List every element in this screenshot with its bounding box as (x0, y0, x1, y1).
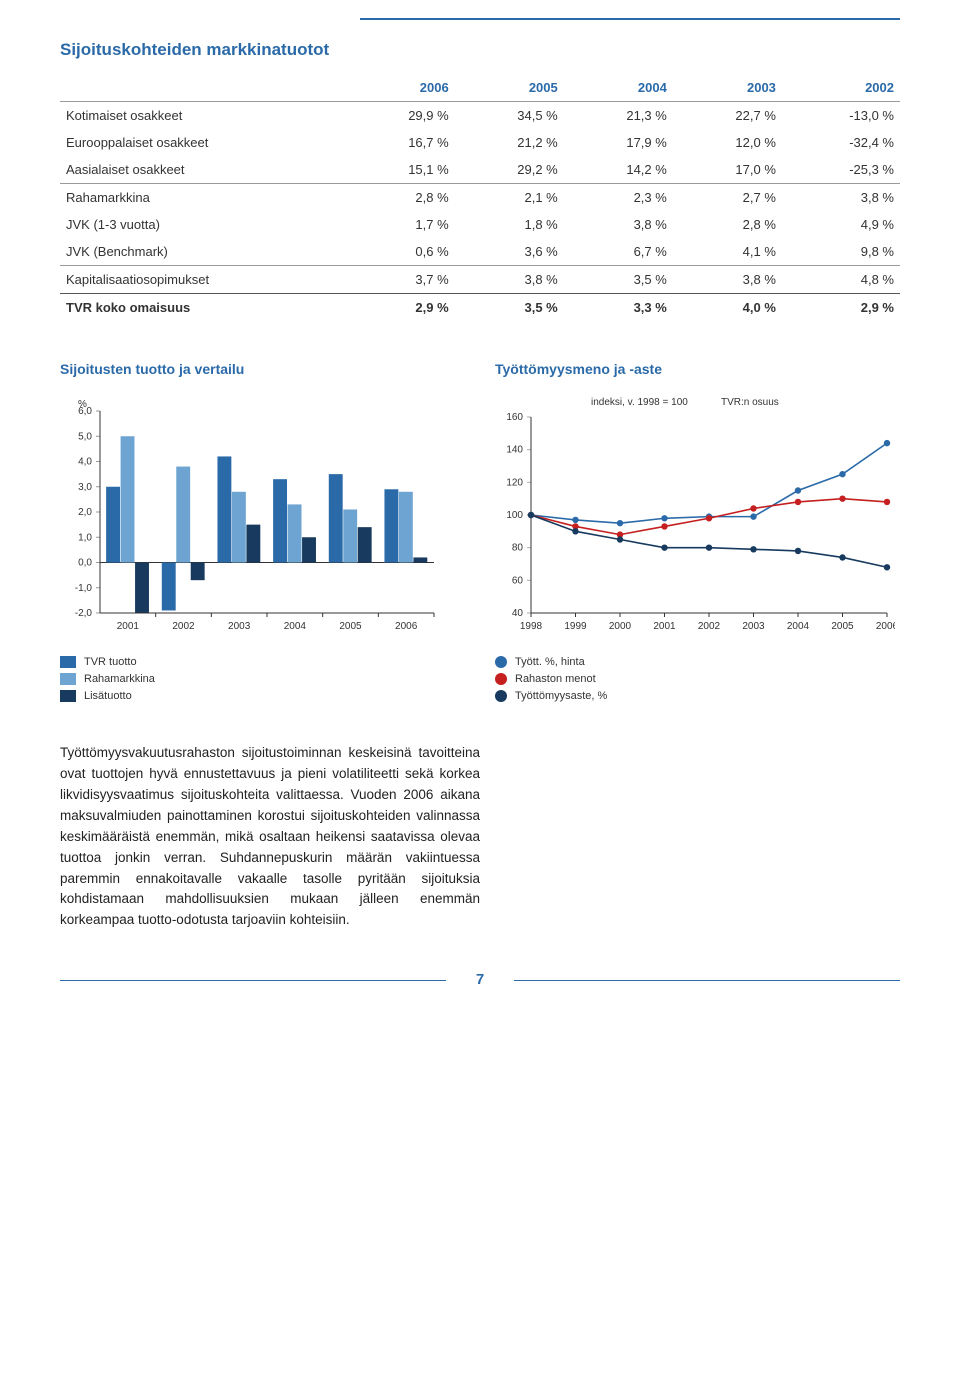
legend-item: Työttömyysaste, % (495, 690, 900, 702)
svg-text:indeksi, v. 1998 = 100: indeksi, v. 1998 = 100 (591, 397, 688, 408)
bar-chart-container: Sijoitusten tuotto ja vertailu %6,05,04,… (60, 361, 465, 707)
table-row: Aasialaiset osakkeet15,1 %29,2 %14,2 %17… (60, 156, 900, 184)
svg-text:120: 120 (506, 477, 523, 488)
table-row: Kapitalisaatiosopimukset3,7 %3,8 %3,5 %3… (60, 266, 900, 294)
svg-text:2002: 2002 (698, 621, 721, 632)
legend-item: Rahamarkkina (60, 673, 465, 685)
line-chart-title: Työttömyysmeno ja -aste (495, 361, 900, 377)
line-chart-container: Työttömyysmeno ja -aste indeksi, v. 1998… (495, 361, 900, 707)
svg-text:80: 80 (512, 543, 524, 554)
svg-text:2,0: 2,0 (78, 507, 92, 518)
svg-text:TVR:n osuus: TVR:n osuus (721, 397, 779, 408)
line-chart: indeksi, v. 1998 = 100 TVR:n osuus 160 140 1… (495, 393, 895, 643)
line-legend: Tyött. %, hinta Rahaston menot Työttömyysa… (495, 656, 900, 702)
svg-text:2000: 2000 (609, 621, 632, 632)
year-col: 2004 (564, 74, 673, 102)
page-number: 7 (464, 971, 496, 988)
svg-text:2001: 2001 (117, 621, 140, 632)
year-col: 2006 (346, 74, 455, 102)
table-row: JVK (Benchmark)0,6 %3,6 %6,7 %4,1 %9,8 % (60, 238, 900, 266)
svg-text:2002: 2002 (172, 621, 195, 632)
bar-chart-title: Sijoitusten tuotto ja vertailu (60, 361, 465, 377)
svg-text:40: 40 (512, 608, 524, 619)
year-col: 2003 (673, 74, 782, 102)
svg-text:100: 100 (506, 510, 523, 521)
svg-text:2006: 2006 (395, 621, 418, 632)
svg-text:2003: 2003 (228, 621, 251, 632)
svg-text:2005: 2005 (831, 621, 854, 632)
table-row: Kotimaiset osakkeet29,9 %34,5 %21,3 %22,… (60, 102, 900, 130)
legend-item: Tyött. %, hinta (495, 656, 900, 668)
table-title: Sijoituskohteiden markkinatuotot (60, 40, 900, 60)
svg-text:4,0: 4,0 (78, 457, 92, 468)
body-paragraph: Työttömyysvakuutusrahaston sijoitustoimi… (60, 743, 480, 931)
header-accent-line (360, 18, 900, 20)
svg-text:6,0: 6,0 (78, 406, 92, 417)
bar-chart: %6,05,04,03,02,01,00,0-1,0-2,02001200220… (60, 393, 440, 643)
svg-text:-1,0: -1,0 (75, 583, 93, 594)
svg-text:160: 160 (506, 412, 523, 423)
table-row: TVR koko omaisuus2,9 %3,5 %3,3 %4,0 %2,9… (60, 294, 900, 322)
table-row: Eurooppalaiset osakkeet16,7 %21,2 %17,9 … (60, 129, 900, 156)
svg-text:0,0: 0,0 (78, 558, 92, 569)
legend-item: Lisätuotto (60, 690, 465, 702)
svg-text:60: 60 (512, 575, 524, 586)
market-returns-table: 2006 2005 2004 2003 2002 Kotimaiset osak… (60, 74, 900, 321)
page-footer: 7 (60, 971, 900, 988)
svg-text:2003: 2003 (742, 621, 765, 632)
table-row: JVK (1-3 vuotta)1,7 %1,8 %3,8 %2,8 %4,9 … (60, 211, 900, 238)
svg-text:5,0: 5,0 (78, 431, 92, 442)
svg-text:1,0: 1,0 (78, 532, 92, 543)
svg-text:1999: 1999 (564, 621, 587, 632)
svg-text:-2,0: -2,0 (75, 608, 93, 619)
table-row: Rahamarkkina2,8 %2,1 %2,3 %2,7 %3,8 % (60, 184, 900, 212)
svg-text:140: 140 (506, 445, 523, 456)
svg-text:2006: 2006 (876, 621, 895, 632)
legend-item: TVR tuotto (60, 656, 465, 668)
svg-text:2004: 2004 (787, 621, 810, 632)
svg-text:2004: 2004 (284, 621, 307, 632)
svg-text:2005: 2005 (339, 621, 362, 632)
year-col: 2002 (782, 74, 900, 102)
svg-text:1998: 1998 (520, 621, 543, 632)
svg-text:3,0: 3,0 (78, 482, 92, 493)
legend-item: Rahaston menot (495, 673, 900, 685)
bar-legend: TVR tuotto Rahamarkkina Lisätuotto (60, 656, 465, 702)
svg-text:2001: 2001 (653, 621, 676, 632)
year-col: 2005 (455, 74, 564, 102)
